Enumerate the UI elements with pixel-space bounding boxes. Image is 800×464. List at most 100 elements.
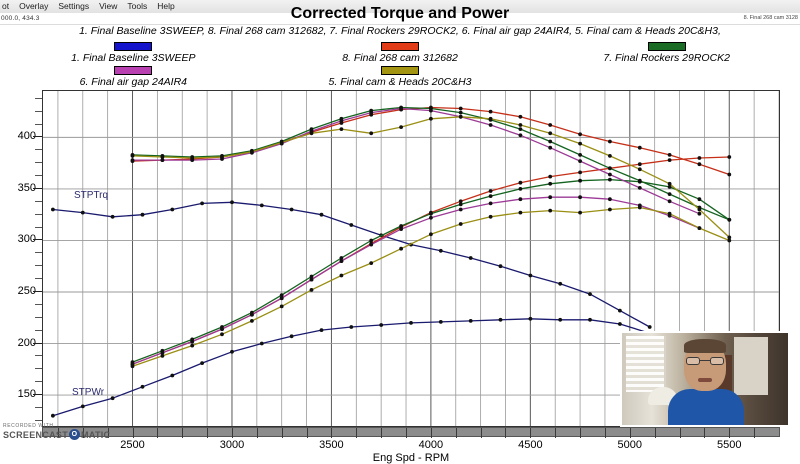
y-axis-minor-tick xyxy=(35,149,42,151)
x-axis-scrollbar[interactable] xyxy=(42,427,780,438)
menu-item-overlay[interactable]: Overlay xyxy=(19,1,49,11)
y-axis-minor-tick xyxy=(35,368,42,370)
y-axis-minor-tick xyxy=(35,329,42,331)
chart-series-1 xyxy=(51,316,652,418)
x-axis-scrollbar-tick xyxy=(555,428,557,438)
menu-item-view[interactable]: View xyxy=(99,1,118,11)
x-axis-scrollbar-tick xyxy=(704,428,706,438)
menu-item-settings[interactable]: Settings xyxy=(58,1,90,11)
x-axis-tick-label: 5500 xyxy=(717,439,742,451)
x-axis-scrollbar-tick xyxy=(356,428,358,438)
legend-entry-camheads[interactable]: 5. Final cam & Heads 20C&H3 xyxy=(267,66,534,88)
x-axis-scrollbar-tick xyxy=(604,428,606,438)
x-axis-scrollbar-tick xyxy=(306,428,308,438)
watermark-matic-text: MATIC xyxy=(81,429,111,440)
legend-entry-rockers[interactable]: 7. Final Rockers 29ROCK2 xyxy=(533,42,800,64)
y-axis-tick-label: 300 xyxy=(17,233,36,246)
y-axis-minor-tick xyxy=(35,419,42,421)
legend-swatch-icon xyxy=(114,42,153,51)
y-axis-minor-tick xyxy=(35,265,42,267)
x-axis-scrollbar-tick xyxy=(132,428,134,438)
y-axis-minor-tick xyxy=(35,252,42,254)
glasses-right-lens xyxy=(710,357,724,365)
legend-entry-268cam[interactable]: 8. Final 268 cam 312682 xyxy=(267,42,534,64)
x-axis-title: Eng Spd - RPM xyxy=(372,452,450,464)
menu-item-tools[interactable]: Tools xyxy=(127,1,148,11)
menu-item-plot[interactable]: ot xyxy=(2,1,10,11)
status-strip: 000.0, 434.3 8. Final 268 cam 3128 xyxy=(0,13,800,25)
webcam-person-mouth xyxy=(698,378,712,382)
chart-legend: 1. Final Baseline 3SWEEP 8. Final 268 ca… xyxy=(0,42,800,90)
legend-row: 1. Final Baseline 3SWEEP 8. Final 268 ca… xyxy=(0,42,800,64)
legend-label: 6. Final air gap 24AIR4 xyxy=(79,76,188,88)
watermark-o-badge-icon: O xyxy=(69,429,81,440)
y-axis-major-tick xyxy=(33,342,42,344)
x-axis-scrollbar-tick xyxy=(505,428,507,438)
y-axis-tick-label: 200 xyxy=(17,336,36,349)
x-axis-tick-label: 4500 xyxy=(518,439,543,451)
top-right-note: 8. Final 268 cam 3128 xyxy=(743,15,798,21)
x-axis-scrollbar-tick xyxy=(331,428,333,438)
screencast-watermark: RECORDED WITH SCREENCAST O MATIC xyxy=(3,423,123,440)
y-axis-minor-tick xyxy=(35,316,42,318)
chart-series-0 xyxy=(51,200,652,329)
y-axis-major-tick xyxy=(33,136,42,138)
chart-series-5 xyxy=(130,177,732,364)
y-axis-minor-tick xyxy=(35,381,42,383)
menu-item-help[interactable]: Help xyxy=(157,1,175,11)
y-axis-minor-tick xyxy=(35,278,42,280)
legend-label: 7. Final Rockers 29ROCK2 xyxy=(603,52,730,64)
y-axis-major-tick xyxy=(33,394,42,396)
x-axis-scrollbar-tick xyxy=(455,428,457,438)
x-axis-scrollbar-tick xyxy=(629,428,631,438)
legend-swatch-icon xyxy=(647,42,686,51)
x-axis-tick-label: 2500 xyxy=(120,439,145,451)
legend-label: 5. Final cam & Heads 20C&H3 xyxy=(328,76,472,88)
webcam-person-hair xyxy=(684,339,726,353)
y-axis-ticks xyxy=(33,90,42,430)
watermark-brand: SCREENCAST O MATIC xyxy=(3,429,123,440)
x-axis-scrollbar-tick xyxy=(256,428,258,438)
legend-label: 1. Final Baseline 3SWEEP xyxy=(71,52,196,64)
x-axis-scrollbar-tick xyxy=(654,428,656,438)
legend-label: 8. Final 268 cam 312682 xyxy=(342,52,458,64)
y-axis-minor-tick xyxy=(35,123,42,125)
watermark-screencast-text: SCREENCAST xyxy=(3,429,69,440)
legend-swatch-icon xyxy=(381,42,419,51)
x-axis-scrollbar-tick xyxy=(530,428,532,438)
y-axis-minor-tick xyxy=(35,213,42,215)
x-axis-tick-label: 3000 xyxy=(219,439,245,451)
x-axis-scrollbar-tick xyxy=(57,428,59,438)
y-axis-minor-tick xyxy=(35,97,42,99)
legend-entry-baseline[interactable]: 1. Final Baseline 3SWEEP xyxy=(0,42,267,64)
x-axis-scrollbar-tick xyxy=(580,428,582,438)
glasses-left-lens xyxy=(686,357,700,365)
y-axis-minor-tick xyxy=(35,303,42,305)
webcam-overlay[interactable] xyxy=(620,331,790,427)
webcam-window-blinds xyxy=(626,336,664,392)
x-axis-tick-label: 3500 xyxy=(319,439,344,451)
x-axis-scrollbar-tick xyxy=(406,428,408,438)
y-axis-minor-tick xyxy=(35,175,42,177)
y-axis-major-tick xyxy=(33,187,42,189)
chart-series-7 xyxy=(130,195,702,367)
glasses-bridge xyxy=(700,360,710,362)
y-axis-tick-label: 400 xyxy=(17,130,36,143)
watermark-recorded-with: RECORDED WITH xyxy=(3,423,54,429)
y-axis-minor-tick xyxy=(35,406,42,408)
y-axis-major-tick xyxy=(33,239,42,241)
x-axis-scrollbar-tick xyxy=(480,428,482,438)
webcam-door xyxy=(734,337,768,395)
legend-swatch-icon xyxy=(381,66,419,75)
cursor-coordinate-readout: 000.0, 434.3 xyxy=(1,15,40,22)
webcam-person-torso xyxy=(668,389,744,425)
x-axis-scrollbar-tick xyxy=(729,428,731,438)
x-axis-scrollbar-tick xyxy=(107,428,109,438)
x-axis-scrollbar-tick xyxy=(157,428,159,438)
x-axis-scrollbar-tick xyxy=(82,428,84,438)
y-axis-minor-tick xyxy=(35,110,42,112)
legend-entry-airgap[interactable]: 6. Final air gap 24AIR4 xyxy=(0,66,267,88)
y-axis-labels: 150 200 250 300 350 400 xyxy=(0,90,42,430)
y-axis-minor-tick xyxy=(35,200,42,202)
chart-series-9 xyxy=(130,205,732,369)
